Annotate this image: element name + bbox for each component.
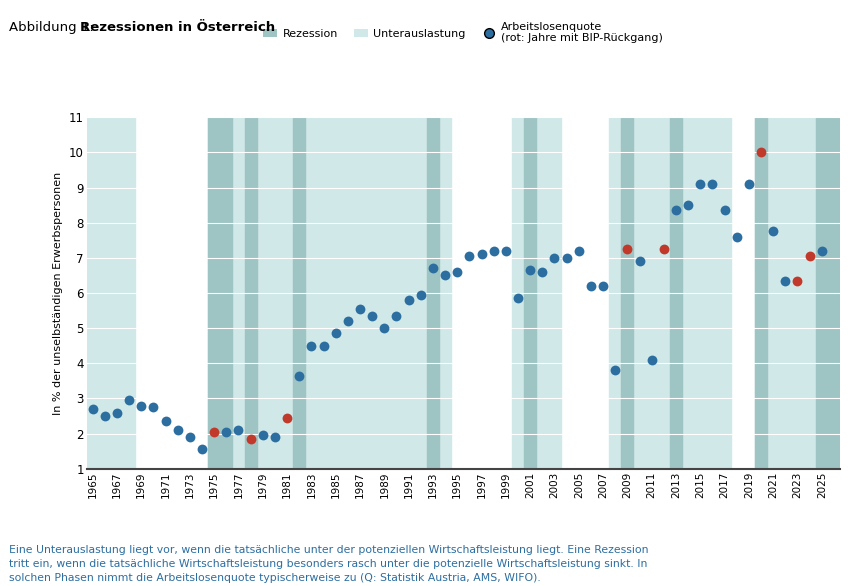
Point bbox=[523, 265, 537, 275]
Point bbox=[365, 311, 379, 321]
Point bbox=[718, 206, 732, 215]
Point bbox=[657, 244, 671, 254]
Point bbox=[791, 276, 805, 285]
Point bbox=[742, 179, 756, 189]
Point bbox=[596, 281, 610, 291]
Bar bbox=[87, 117, 135, 469]
Point bbox=[183, 432, 197, 442]
Point bbox=[450, 267, 464, 277]
Point bbox=[134, 401, 148, 410]
Point bbox=[572, 246, 585, 255]
Point bbox=[353, 304, 367, 314]
Point bbox=[329, 329, 343, 338]
Point bbox=[243, 434, 257, 444]
Point bbox=[632, 257, 646, 266]
Bar bbox=[670, 117, 682, 469]
Point bbox=[475, 250, 488, 259]
Point bbox=[268, 432, 281, 442]
Point bbox=[171, 425, 184, 435]
Point bbox=[438, 271, 452, 280]
Point bbox=[620, 244, 634, 254]
Bar bbox=[208, 117, 232, 469]
Legend: Rezession, Unterauslastung, Arbeitslosenquote
(rot: Jahre mit BIP-Rückgang): Rezession, Unterauslastung, Arbeitslosen… bbox=[259, 17, 668, 48]
Bar bbox=[512, 117, 560, 469]
Point bbox=[547, 253, 561, 263]
Point bbox=[110, 408, 124, 417]
Point bbox=[535, 267, 549, 277]
Point bbox=[98, 411, 112, 421]
Point bbox=[414, 290, 428, 299]
Bar bbox=[294, 117, 306, 469]
Point bbox=[86, 404, 100, 414]
Point bbox=[706, 179, 720, 189]
Bar bbox=[755, 117, 767, 469]
Point bbox=[402, 295, 416, 305]
Point bbox=[608, 366, 622, 375]
Bar bbox=[427, 117, 439, 469]
Point bbox=[487, 246, 501, 255]
Point bbox=[378, 323, 391, 333]
Point bbox=[462, 251, 476, 261]
Bar bbox=[621, 117, 633, 469]
Bar bbox=[816, 117, 840, 469]
Point bbox=[146, 403, 160, 412]
Point bbox=[669, 206, 683, 215]
Bar bbox=[524, 117, 536, 469]
Y-axis label: In % der unselbständigen Erwerbspersonen: In % der unselbständigen Erwerbspersonen bbox=[54, 171, 63, 415]
Point bbox=[255, 431, 269, 440]
Point bbox=[426, 264, 440, 273]
Point bbox=[207, 427, 221, 437]
Point bbox=[754, 148, 768, 157]
Point bbox=[644, 355, 658, 364]
Point bbox=[511, 294, 525, 303]
Point bbox=[766, 227, 780, 236]
Bar bbox=[755, 117, 840, 469]
Point bbox=[281, 413, 294, 423]
Text: Rezessionen in Österreich: Rezessionen in Österreich bbox=[80, 21, 275, 33]
Point bbox=[390, 311, 404, 321]
Point bbox=[499, 246, 513, 255]
Point bbox=[341, 316, 355, 326]
Point bbox=[195, 445, 209, 454]
Point bbox=[694, 179, 708, 189]
Point bbox=[231, 425, 245, 435]
Point bbox=[779, 276, 792, 285]
Bar bbox=[208, 117, 451, 469]
Text: Eine Unterauslastung liegt vor, wenn die tatsächliche unter der potenziellen Wir: Eine Unterauslastung liegt vor, wenn die… bbox=[9, 545, 648, 583]
Point bbox=[158, 417, 172, 426]
Point bbox=[122, 396, 136, 405]
Bar bbox=[244, 117, 256, 469]
Point bbox=[584, 281, 598, 291]
Point bbox=[815, 246, 829, 255]
Point bbox=[317, 341, 331, 350]
Point bbox=[559, 253, 573, 263]
Point bbox=[293, 371, 307, 380]
Text: Abbildung 1:: Abbildung 1: bbox=[9, 21, 98, 33]
Point bbox=[803, 251, 817, 261]
Point bbox=[682, 200, 695, 210]
Point bbox=[730, 232, 744, 241]
Bar bbox=[609, 117, 731, 469]
Point bbox=[219, 427, 233, 437]
Point bbox=[305, 341, 319, 350]
